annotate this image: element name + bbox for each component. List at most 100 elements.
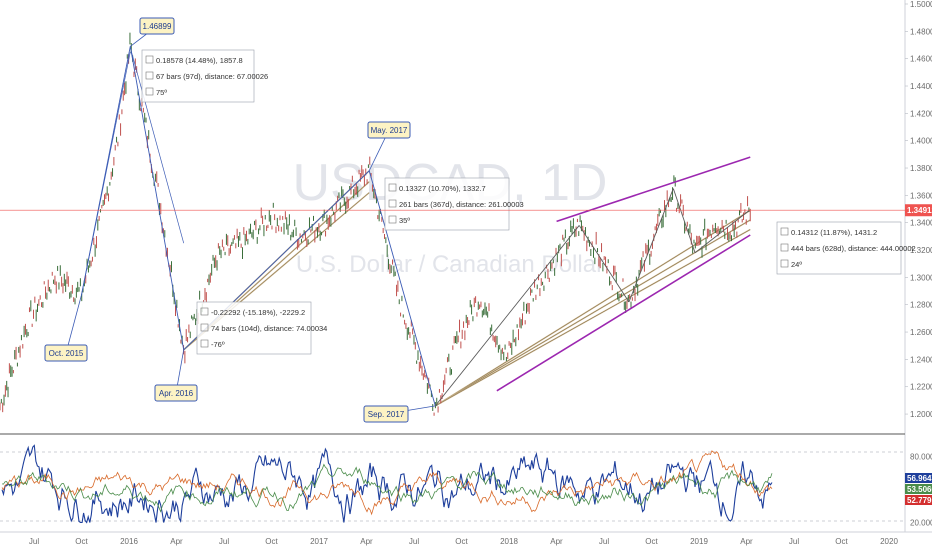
price-tick-label: 1.30000 xyxy=(910,273,932,282)
price-tick-label: 1.28000 xyxy=(910,301,932,310)
current-price-value: 1.34912 xyxy=(907,206,932,215)
time-tick-label: Oct xyxy=(265,537,278,546)
axis-value-tags: 1.34912 56.9647 53.5060 52.7795 xyxy=(0,204,932,505)
measurement-icon xyxy=(780,243,789,252)
callout-label: Sep. 2017 xyxy=(368,410,405,419)
rising-wedge-channel xyxy=(496,156,751,392)
price-tick-label: 1.26000 xyxy=(910,328,932,337)
price-tick-label: 1.42000 xyxy=(910,109,932,118)
projection-arrow xyxy=(129,47,185,244)
measurement-box-frame xyxy=(384,177,510,231)
swing-connector xyxy=(694,210,750,254)
measurement-box: 0.18578 (14.48%), 1857.8 67 bars (97d), d… xyxy=(141,49,268,103)
callout: Apr. 2016 xyxy=(154,349,198,402)
callout-pointer xyxy=(65,295,82,354)
callout: Oct. 2015 xyxy=(44,295,88,362)
projection-arrow xyxy=(81,51,131,296)
price-tick-label: 1.46000 xyxy=(910,55,932,64)
callout: 1.46899 xyxy=(130,17,175,47)
measurement-line1: -0.22292 (-15.18%), -2229.2 xyxy=(211,308,305,317)
channel-lower-line xyxy=(496,234,751,392)
callout-box xyxy=(139,17,175,35)
measurement-icon xyxy=(388,215,397,224)
price-tick-label: 1.48000 xyxy=(910,27,932,36)
measurement-line1: 0.14312 (11.87%), 1431.2 xyxy=(791,228,877,237)
oscillator-line xyxy=(1,444,773,524)
price-tick-label: 1.22000 xyxy=(910,383,932,392)
price-tick-label: 1.34000 xyxy=(910,219,932,228)
callout-label: Apr. 2016 xyxy=(159,389,194,398)
measurement-icon xyxy=(388,183,397,192)
time-tick-label: Apr xyxy=(550,537,563,546)
measurement-icon xyxy=(145,87,154,96)
measurement-box-frame xyxy=(776,221,902,275)
measurement-icon xyxy=(200,307,209,316)
time-tick-label: Oct xyxy=(835,537,848,546)
measurement-box: -0.22292 (-15.18%), -2229.2 74 bars (104d… xyxy=(196,301,327,355)
measurement-line3: 75º xyxy=(156,88,167,97)
measurement-notes: 0.18578 (14.48%), 1857.8 67 bars (97d), d… xyxy=(141,49,916,355)
callout-box xyxy=(367,121,411,139)
swing-connector xyxy=(578,225,630,303)
oscillator-tick-label: 80.0000 xyxy=(910,453,932,462)
oscillator-value: 53.5060 xyxy=(907,485,932,494)
price-tick-label: 1.44000 xyxy=(910,82,932,91)
measurement-icon xyxy=(145,55,154,64)
oscillator-value: 56.9647 xyxy=(907,474,932,483)
callout: Sep. 2017 xyxy=(363,405,436,423)
callout-box xyxy=(363,405,409,423)
time-tick-label: 2017 xyxy=(310,537,328,546)
oscillator-value: 52.7795 xyxy=(907,496,932,505)
swing-connector xyxy=(672,188,696,253)
time-tick-label: 2018 xyxy=(500,537,518,546)
measurement-line2: 74 bars (104d), distance: 74.00034 xyxy=(211,324,327,333)
time-tick-label: Oct xyxy=(75,537,88,546)
time-tick-label: Apr xyxy=(360,537,373,546)
oscillator-line xyxy=(1,463,773,513)
price-tick-label: 1.40000 xyxy=(910,137,932,146)
time-tick-label: Jul xyxy=(219,537,229,546)
channel-upper-line xyxy=(556,156,751,223)
date-callouts: Oct. 2015 1.46899 Apr. 2016 May. 2017 Sep. 2… xyxy=(44,17,436,423)
time-tick-label: Oct xyxy=(455,537,468,546)
swing-connector xyxy=(434,225,580,407)
oscillator-line xyxy=(1,450,773,516)
price-series xyxy=(0,32,751,416)
time-tick-label: Apr xyxy=(740,537,753,546)
oscillator-value-tag xyxy=(905,484,932,494)
oscillator-value-tag xyxy=(905,473,932,483)
time-tick-label: 2020 xyxy=(880,537,898,546)
price-tick-label: 1.38000 xyxy=(910,164,932,173)
swing-connector xyxy=(628,188,674,303)
measurement-line2: 444 bars (628d), distance: 444.00002 xyxy=(791,244,916,253)
measurement-icon xyxy=(200,339,209,348)
price-tick-label: 1.50000 xyxy=(910,0,932,9)
time-tick-label: Apr xyxy=(170,537,183,546)
callout-label: May. 2017 xyxy=(371,126,408,135)
measurement-icon xyxy=(145,71,154,80)
time-tick-label: Jul xyxy=(599,537,609,546)
time-tick-label: Jul xyxy=(409,537,419,546)
price-tick-label: 1.20000 xyxy=(910,410,932,419)
swing-connector xyxy=(129,46,185,350)
callout-box xyxy=(44,344,88,362)
tick-labels: 1.50000 1.48000 1.46000 1.44000 1.42000 1.400… xyxy=(29,0,932,546)
measurement-icon xyxy=(780,227,789,236)
fan-line-core xyxy=(435,210,751,407)
measurement-box-frame xyxy=(196,301,312,355)
callout-box xyxy=(154,384,198,402)
callout: May. 2017 xyxy=(367,121,411,171)
measurement-box: 0.14312 (11.87%), 1431.2 444 bars (628d),… xyxy=(776,221,916,275)
measurement-line3: -76º xyxy=(211,340,225,349)
time-tick-label: 2016 xyxy=(120,537,138,546)
measurement-icon xyxy=(200,323,209,332)
oscillator-series xyxy=(1,444,773,524)
price-tick-label: 1.24000 xyxy=(910,355,932,364)
time-tick-label: Oct xyxy=(645,537,658,546)
callout-label: Oct. 2015 xyxy=(49,349,84,358)
fan-line-core xyxy=(435,229,751,407)
oscillator-value-tag xyxy=(905,495,932,505)
measurement-icon xyxy=(388,199,397,208)
measurement-icon xyxy=(780,259,789,268)
